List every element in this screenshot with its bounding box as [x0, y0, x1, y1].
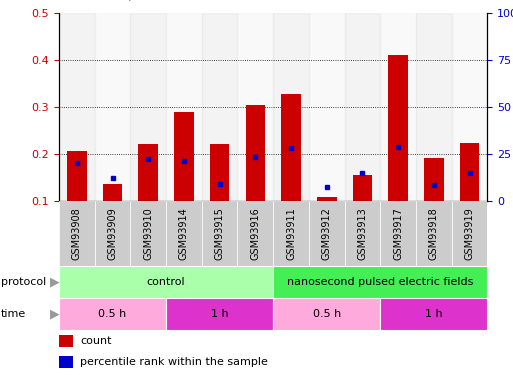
Text: control: control: [147, 277, 185, 287]
Bar: [166, 298, 273, 330]
Bar: [166, 13, 202, 201]
Text: GSM93913: GSM93913: [358, 207, 367, 260]
Bar: [281, 94, 301, 201]
Bar: [210, 144, 229, 201]
Text: GSM93908: GSM93908: [72, 207, 82, 260]
Bar: [309, 201, 345, 266]
Bar: [59, 334, 73, 347]
Bar: [238, 13, 273, 201]
Bar: [416, 201, 451, 266]
Bar: [246, 105, 265, 201]
Bar: [317, 197, 337, 201]
Bar: [460, 144, 479, 201]
Text: 0.5 h: 0.5 h: [98, 309, 127, 319]
Bar: [103, 184, 123, 201]
Bar: [67, 152, 87, 201]
Text: GSM93916: GSM93916: [250, 207, 260, 260]
Text: GDS1696 / 467024: GDS1696 / 467024: [59, 0, 191, 2]
Text: ▶: ▶: [50, 308, 60, 321]
Text: GSM93919: GSM93919: [464, 207, 475, 260]
Text: ▶: ▶: [50, 276, 60, 289]
Bar: [202, 13, 238, 201]
Text: nanosecond pulsed electric fields: nanosecond pulsed electric fields: [287, 277, 473, 287]
Bar: [345, 201, 380, 266]
Bar: [424, 158, 444, 201]
Text: count: count: [81, 336, 112, 346]
Bar: [352, 175, 372, 201]
Text: 1 h: 1 h: [425, 309, 443, 319]
Bar: [273, 13, 309, 201]
Text: GSM93914: GSM93914: [179, 207, 189, 260]
Bar: [95, 201, 130, 266]
Text: 0.5 h: 0.5 h: [312, 309, 341, 319]
Bar: [309, 13, 345, 201]
Bar: [416, 13, 451, 201]
Bar: [59, 356, 73, 368]
Text: GSM93911: GSM93911: [286, 207, 296, 260]
Bar: [166, 201, 202, 266]
Bar: [202, 201, 238, 266]
Bar: [273, 298, 380, 330]
Text: time: time: [1, 309, 26, 319]
Bar: [139, 144, 158, 201]
Text: percentile rank within the sample: percentile rank within the sample: [81, 357, 268, 367]
Bar: [273, 201, 309, 266]
Bar: [238, 201, 273, 266]
Bar: [59, 266, 273, 298]
Text: protocol: protocol: [1, 277, 46, 287]
Bar: [59, 13, 95, 201]
Text: GSM93915: GSM93915: [214, 207, 225, 260]
Bar: [130, 201, 166, 266]
Bar: [59, 201, 95, 266]
Bar: [451, 13, 487, 201]
Text: GSM93917: GSM93917: [393, 207, 403, 260]
Text: GSM93909: GSM93909: [108, 207, 117, 260]
Bar: [380, 201, 416, 266]
Bar: [380, 13, 416, 201]
Bar: [380, 298, 487, 330]
Text: 1 h: 1 h: [211, 309, 228, 319]
Bar: [451, 201, 487, 266]
Text: GSM93918: GSM93918: [429, 207, 439, 260]
Bar: [273, 266, 487, 298]
Text: GSM93910: GSM93910: [143, 207, 153, 260]
Bar: [345, 13, 380, 201]
Text: GSM93912: GSM93912: [322, 207, 332, 260]
Bar: [130, 13, 166, 201]
Bar: [95, 13, 130, 201]
Bar: [388, 56, 408, 201]
Bar: [174, 112, 194, 201]
Bar: [59, 298, 166, 330]
